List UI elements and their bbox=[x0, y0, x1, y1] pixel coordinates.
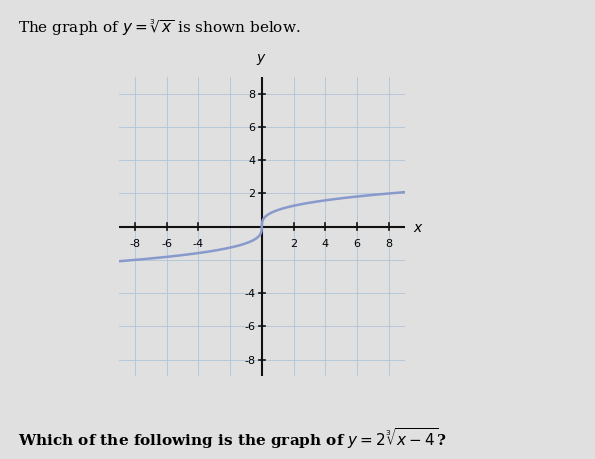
Text: -6: -6 bbox=[245, 322, 255, 332]
Text: 4: 4 bbox=[248, 156, 255, 166]
Text: The graph of $y = \sqrt[3]{x}$ is shown below.: The graph of $y = \sqrt[3]{x}$ is shown … bbox=[18, 18, 300, 39]
Text: 2: 2 bbox=[248, 189, 255, 199]
Text: -8: -8 bbox=[129, 239, 140, 249]
Text: $y$: $y$ bbox=[256, 51, 267, 67]
Text: -4: -4 bbox=[245, 289, 255, 298]
Text: $x$: $x$ bbox=[412, 220, 423, 234]
Text: -8: -8 bbox=[245, 355, 255, 365]
Text: -4: -4 bbox=[193, 239, 204, 249]
Text: Which of the following is the graph of $y = 2\sqrt[3]{x-4}$?: Which of the following is the graph of $… bbox=[18, 425, 446, 450]
Text: 2: 2 bbox=[290, 239, 297, 249]
Text: 6: 6 bbox=[249, 123, 255, 133]
Text: 4: 4 bbox=[322, 239, 329, 249]
Text: 8: 8 bbox=[248, 90, 255, 100]
Text: 6: 6 bbox=[353, 239, 361, 249]
Text: 8: 8 bbox=[385, 239, 392, 249]
Text: -6: -6 bbox=[161, 239, 172, 249]
